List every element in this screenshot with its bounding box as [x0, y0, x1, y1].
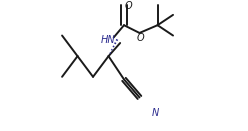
Text: O: O: [125, 1, 133, 11]
Text: O: O: [137, 33, 145, 43]
Text: N: N: [152, 108, 159, 118]
Text: HN: HN: [101, 35, 116, 45]
